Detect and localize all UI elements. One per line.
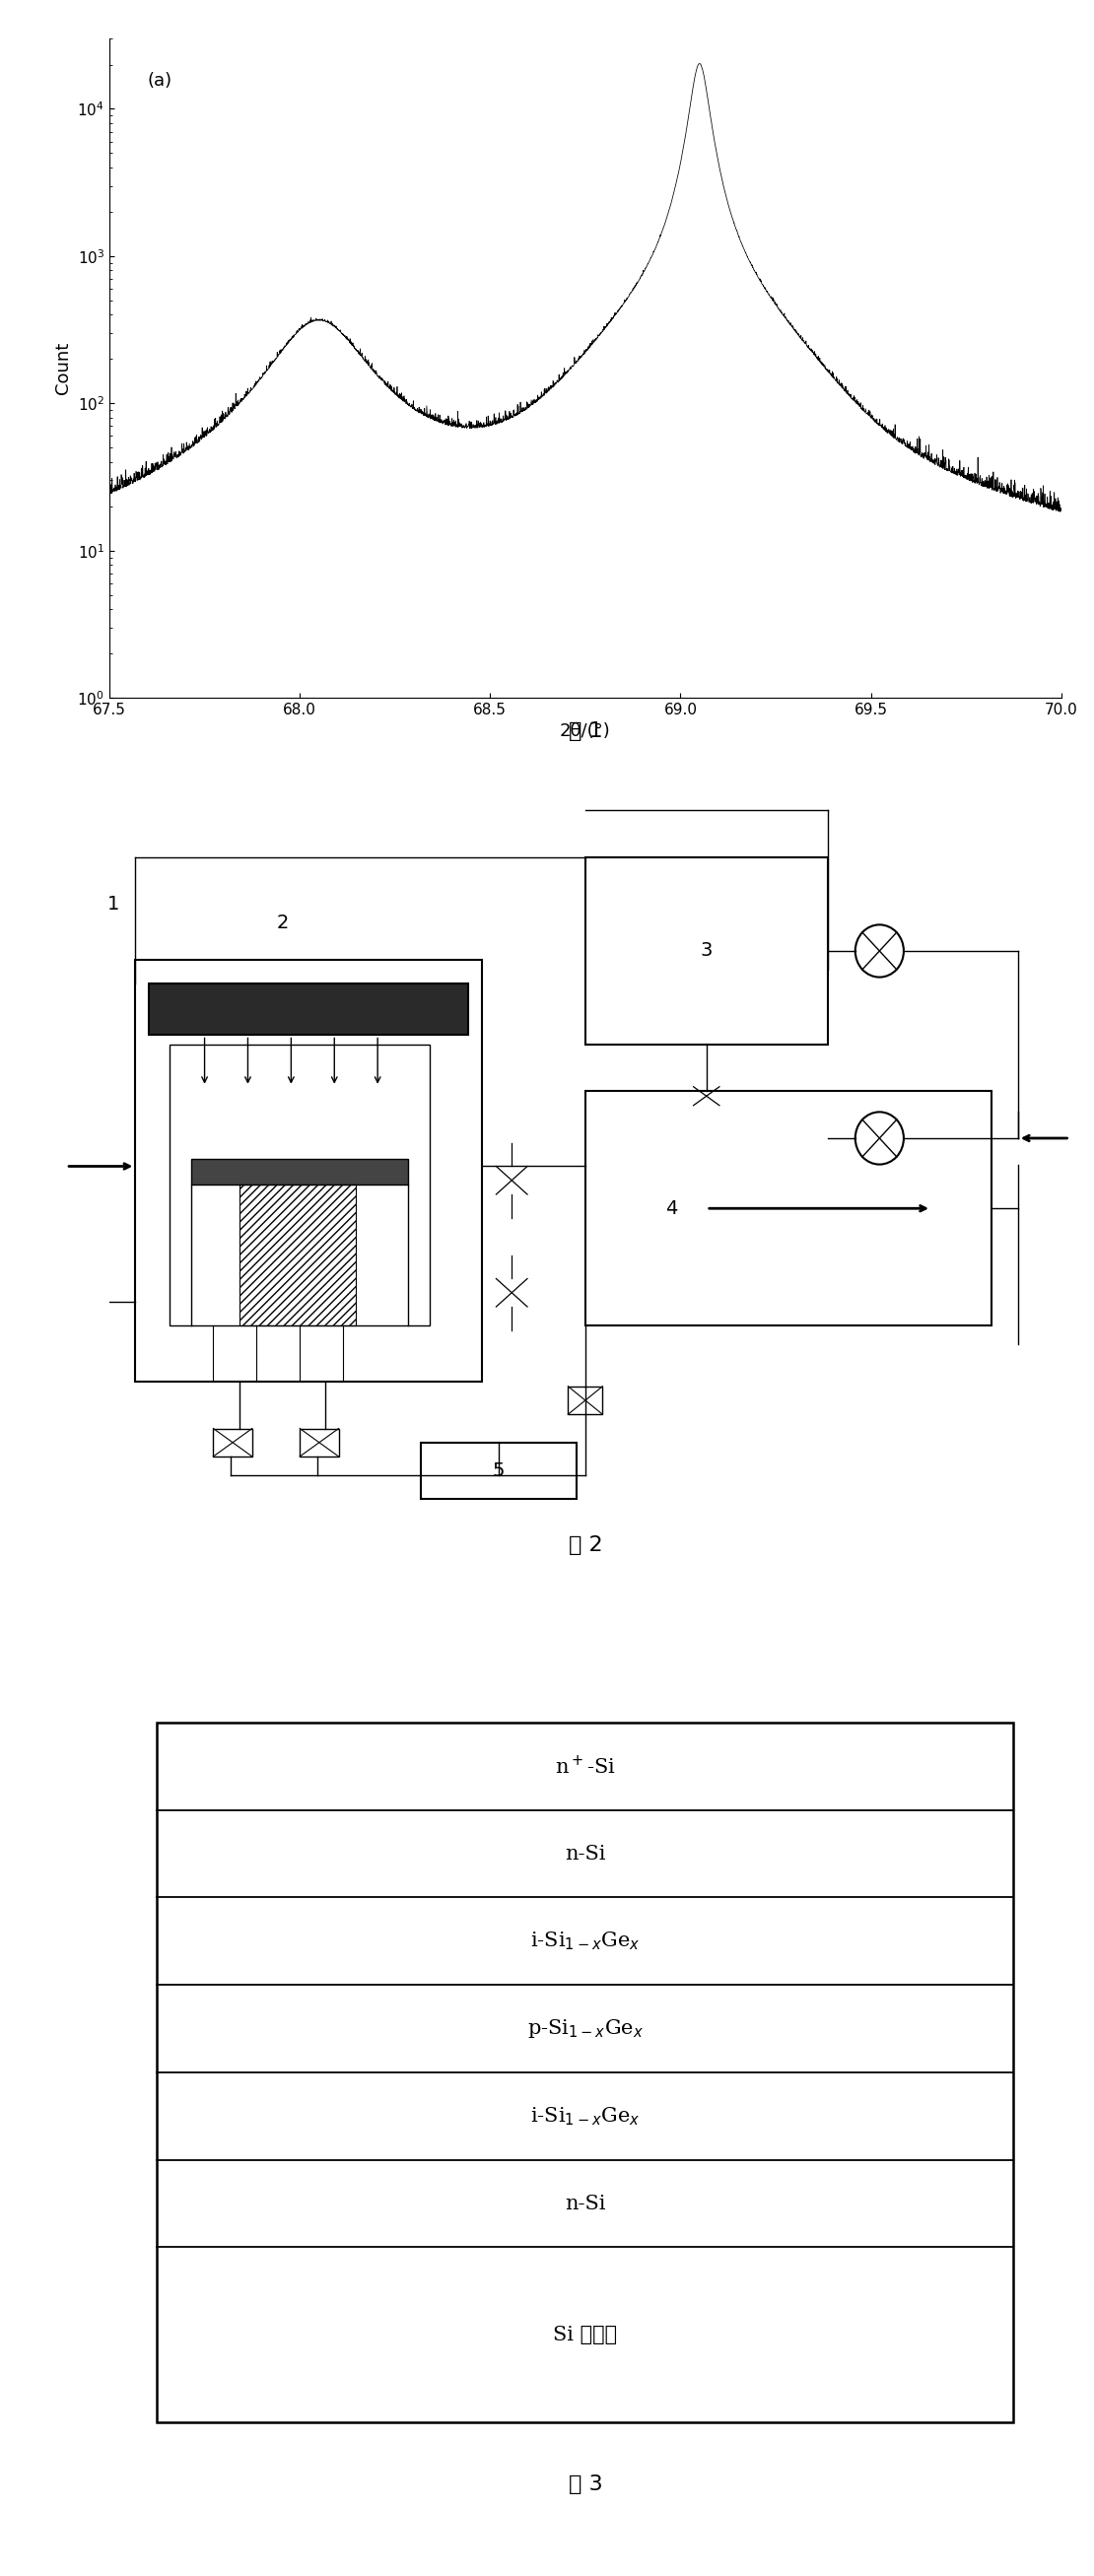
- Text: Si 衅底片: Si 衅底片: [554, 2326, 617, 2344]
- Bar: [421, 1443, 577, 1499]
- Bar: [585, 858, 827, 1046]
- Bar: [170, 1046, 430, 1327]
- Text: i-Si$_{1-x}$Ge$_x$: i-Si$_{1-x}$Ge$_x$: [531, 2105, 640, 2128]
- Bar: [158, 1723, 1014, 2421]
- Bar: [54, 1151, 79, 1180]
- Bar: [54, 1288, 79, 1316]
- Text: 图 2: 图 2: [568, 1535, 603, 1556]
- Bar: [136, 961, 481, 1381]
- Text: i-Si$_{1-x}$Ge$_x$: i-Si$_{1-x}$Ge$_x$: [531, 1929, 640, 1953]
- Text: 4: 4: [666, 1198, 678, 1218]
- Y-axis label: Count: Count: [54, 343, 72, 394]
- Text: 3: 3: [700, 943, 712, 961]
- Bar: [213, 1430, 252, 1455]
- Text: 图 3: 图 3: [568, 2476, 603, 2494]
- Bar: [300, 1430, 339, 1455]
- Bar: [568, 1386, 603, 1414]
- Bar: [149, 984, 468, 1036]
- Text: 图 1: 图 1: [568, 721, 603, 739]
- Text: n-Si: n-Si: [565, 1844, 606, 1862]
- Bar: [191, 1159, 408, 1185]
- Text: (a): (a): [148, 72, 172, 90]
- X-axis label: 2θ/(°): 2θ/(°): [560, 724, 610, 739]
- Text: p-Si$_{1-x}$Ge$_x$: p-Si$_{1-x}$Ge$_x$: [527, 2017, 643, 2040]
- Text: 5: 5: [492, 1461, 505, 1481]
- Text: n-Si: n-Si: [565, 2195, 606, 2213]
- Text: 1: 1: [107, 894, 120, 914]
- Text: n$^+$-Si: n$^+$-Si: [555, 1754, 616, 1777]
- Text: 2: 2: [277, 914, 289, 933]
- Bar: [585, 1092, 992, 1327]
